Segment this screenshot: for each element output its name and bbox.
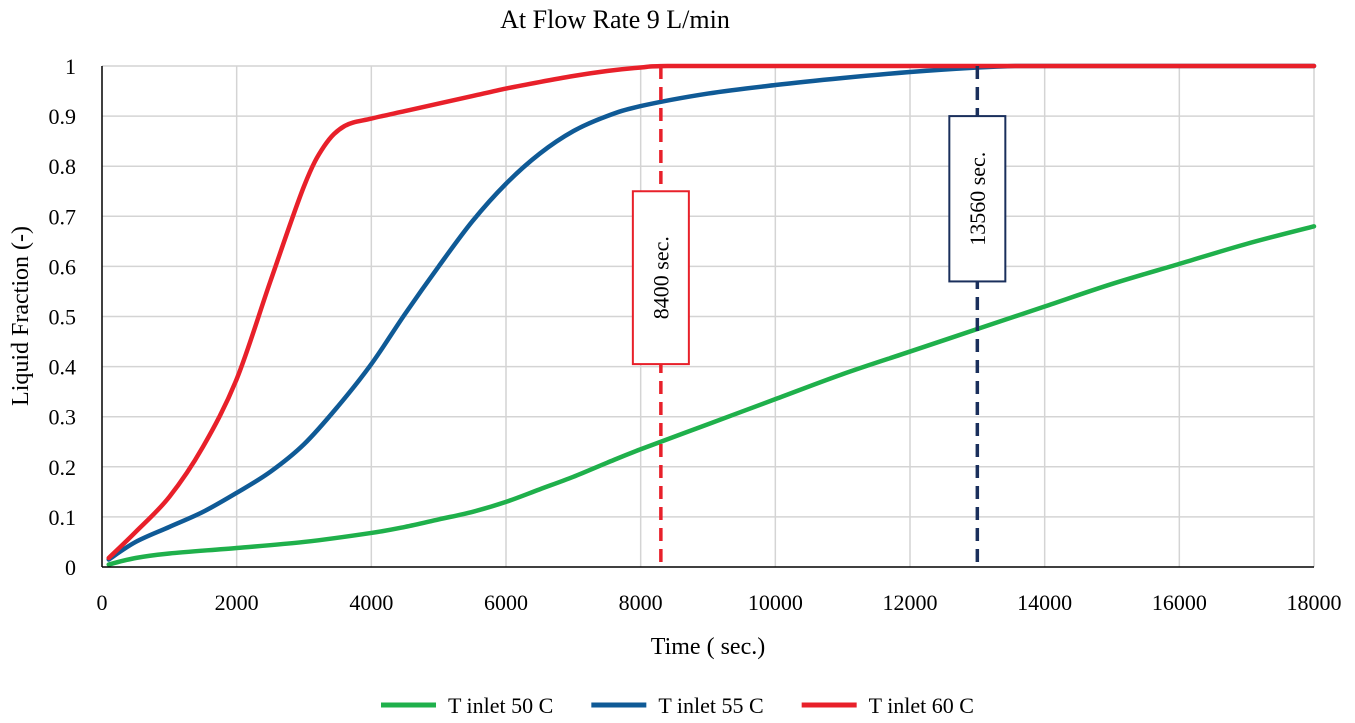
x-tick-label: 4000 [349, 590, 393, 615]
x-tick-label: 16000 [1152, 590, 1207, 615]
legend-label-2: T inlet 55 C [658, 693, 763, 718]
legend-label-3: T inlet 60 C [869, 693, 974, 718]
x-tick-label: 12000 [883, 590, 938, 615]
y-tick-label: 0.4 [49, 355, 77, 380]
y-tick-label: 1 [65, 54, 76, 79]
x-tick-label: 2000 [215, 590, 259, 615]
y-tick-label: 0 [65, 555, 76, 580]
grid-lines [102, 65, 1315, 567]
y-tick-label: 0.2 [49, 455, 77, 480]
chart-title: At Flow Rate 9 L/min [500, 5, 730, 34]
series-line-2 [106, 63, 1317, 562]
x-tick-label: 8000 [619, 590, 663, 615]
y-tick-label: 0.9 [49, 104, 77, 129]
legend: T inlet 50 C T inlet 55 C T inlet 60 C [381, 693, 974, 718]
tick-labels: 0 2000 4000 6000 8000 10000 12000 14000 16000 180… [49, 54, 1342, 615]
series-line-1 [106, 224, 1317, 567]
axes [101, 66, 1314, 568]
x-axis-label: Time ( sec.) [651, 634, 765, 660]
marker-layer: 8400 sec. 13560 sec. [631, 66, 1007, 567]
marker-label-1: 8400 sec. [648, 236, 673, 319]
marker-label-box-2 [948, 115, 1007, 283]
x-tick-label: 6000 [484, 590, 528, 615]
x-tick-label: 14000 [1017, 590, 1072, 615]
marker-label-2: 13560 sec. [965, 152, 990, 246]
y-tick-label: 0.7 [49, 204, 77, 229]
marker-label-box-1 [631, 190, 690, 366]
y-tick-label: 0.6 [49, 254, 77, 279]
y-tick-label: 0.3 [49, 405, 77, 430]
y-tick-label: 0.1 [49, 505, 77, 530]
y-axis-label: Liquid Fraction (-) [8, 226, 34, 406]
x-tick-label: 18000 [1287, 590, 1342, 615]
series-layer [106, 63, 1317, 567]
y-tick-label: 0.5 [49, 305, 77, 330]
x-tick-label: 10000 [748, 590, 803, 615]
series-line-3 [106, 63, 1317, 561]
legend-label-1: T inlet 50 C [448, 693, 553, 718]
y-tick-label: 0.8 [49, 154, 77, 179]
x-tick-label: 0 [97, 590, 108, 615]
